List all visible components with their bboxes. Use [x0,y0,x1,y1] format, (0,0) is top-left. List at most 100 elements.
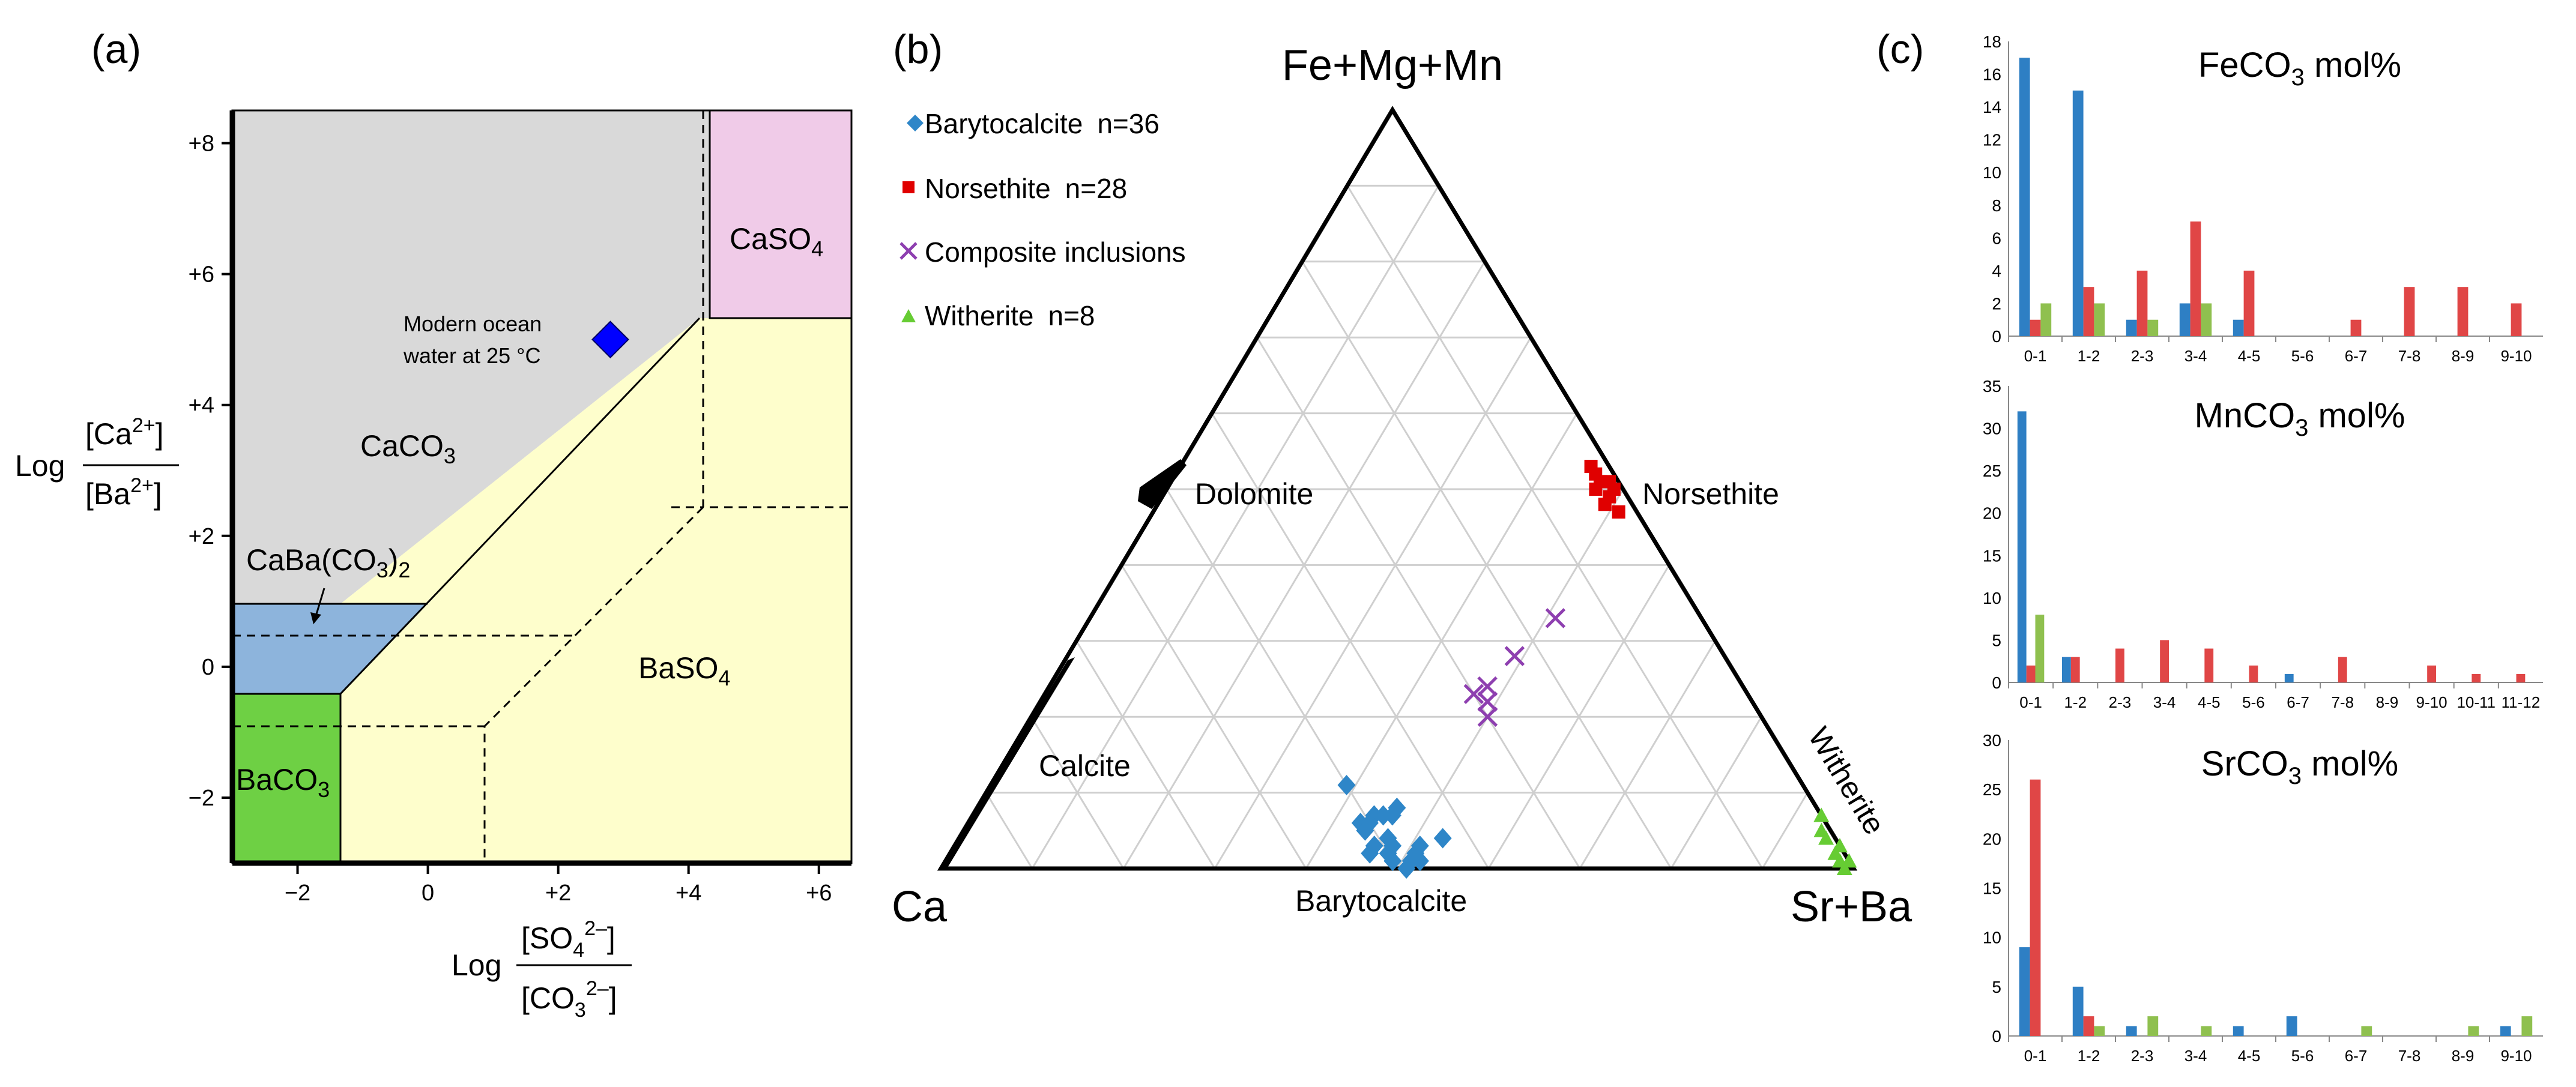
vertex-right-label: Sr+Ba [1791,883,1912,931]
barytocalcite-point [1379,828,1397,849]
ternary-gridline [1670,716,1762,869]
histogram-title: SrCO3 mol% [2201,744,2398,789]
legend-marker-composite [899,242,918,260]
barytocalcite-point [1361,843,1379,864]
y-tick-label: 4 [1992,262,2001,280]
histogram-bar [2083,287,2094,336]
legend-label-composite: Composite inclusions [925,236,1186,268]
x-tick-label: 5-6 [2242,693,2265,711]
norsethite-point [1612,505,1625,519]
y-tick-label: 18 [1983,32,2001,51]
x-tick-label: 3-4 [2184,347,2207,365]
ternary-gridline [1346,185,1764,869]
histogram-bar [2361,1026,2372,1036]
y-tick-label: +6 [189,262,214,288]
x-tick-label: +4 [676,881,701,906]
x-tick-label: 7-8 [2398,1047,2421,1065]
dolomite-field [1138,459,1187,509]
caco3-field [232,110,851,604]
panel-b-label: (b) [893,26,943,72]
histogram-bar [2094,303,2105,336]
histogram-bar [2035,615,2045,682]
y-tick-label: 0 [1992,673,2001,692]
y-tick-label: 16 [1983,65,2001,84]
ternary-gridline [1256,337,1581,869]
histogram-bar [2160,640,2169,682]
ternary-gridline [1396,489,1624,869]
vertex-left-label: Ca [892,883,948,931]
histogram-bar [2126,1026,2137,1036]
legend-label-norsethite: Norsethite n=28 [925,173,1127,204]
caba-field [232,604,428,694]
barytocalcite-point [1356,820,1374,841]
legend-marker-norsethite [903,181,915,193]
y-tick-label: 5 [1992,978,2001,996]
histogram-bar [2249,665,2258,682]
field-boundaries [232,110,851,863]
norsethite-point [1598,498,1612,511]
y-tick-label: −2 [189,786,214,811]
y-tick-label: +8 [189,131,214,157]
x-tick-label: 6-7 [2345,1047,2368,1065]
histogram-bar [2201,1026,2212,1036]
x-tick-label: 5-6 [2291,347,2314,365]
x-tick-label: 2-3 [2131,347,2154,365]
histogram-bar [2404,287,2415,336]
ternary-gridline [1030,716,1125,869]
y-tick-label: 25 [1983,780,2001,799]
ocean-label-line2: water at 25 °C [403,343,541,368]
y-tick-label: 35 [1983,377,2001,396]
ternary-gridline [1761,792,1809,869]
histogram-bar [2126,319,2137,336]
composite-inclusion-point [1545,608,1566,628]
histogram-bar [2427,665,2436,682]
x-tick-label: 9-10 [2500,1047,2532,1065]
ternary-points [1337,460,1857,879]
x-tick-label: 11-12 [2502,693,2541,711]
histogram-bar [2468,1026,2479,1036]
x-axis-numerator: [SO42–] [521,917,615,962]
x-axis-prefix: Log [452,948,501,982]
histogram-bar [2094,1026,2105,1036]
baso4-label: BaSO4 [638,651,730,690]
ternary-gridline [1166,489,1398,869]
x-tick-label: 4-5 [2238,347,2261,365]
witherite-point [1813,807,1830,822]
histogram-bar [2472,673,2481,682]
x-tick-label: 6-7 [2287,693,2309,711]
x-tick-label: 6-7 [2345,347,2368,365]
phase-diagram-panel: (a) −2 0 +2 +4 +6 −2 0 +2 +4 +6 +8 CaCO3 CaSO4 [15,26,853,1022]
histogram-bar [2030,779,2041,1036]
caso4-label: CaSO4 [730,222,823,261]
feco3-histogram: 0 2 4 6 8 10 12 14 16 18 0-1 1-2 2-3 3-4 4-5 5-6 6-7 7-8 8… [1983,32,2543,365]
x-tick-label: 3-4 [2153,693,2176,711]
calcite-field [941,657,1075,869]
y-tick-label: 8 [1992,196,2001,215]
y-tick-label: 15 [1983,546,2001,565]
histogram-title: FeCO3 mol% [2198,46,2401,91]
histogram-title: MnCO3 mol% [2195,396,2405,441]
y-tick-label: 15 [1983,879,2001,898]
mnco3-histogram: 0 5 10 15 20 25 30 35 0-1 1-2 2-3 3-4 4-5 5-6 6-7 7-8 8-… [1983,377,2543,711]
y-tick-label: 30 [1983,731,2001,750]
x-tick-label: 8-9 [2376,693,2399,711]
witherite-point [1818,830,1834,845]
histogram-bar [2521,1016,2533,1036]
panel-a-label: (a) [91,26,141,72]
legend-label-barytocalcite: Barytocalcite n=36 [925,108,1160,139]
y-tick-label: 20 [1983,830,2001,848]
ternary-gridline [1031,185,1440,869]
y-tick-label: 0 [1992,1027,2001,1046]
composite-inclusion-point [1477,691,1498,712]
x-tick-label: −2 [285,881,310,906]
composite-inclusion-point [1463,684,1484,705]
y-axis-denominator: [Ba2+] [85,474,162,511]
histogram-bar [2072,90,2084,337]
ternary-grid [985,184,1809,869]
composite-inclusion-point [1504,646,1525,666]
ternary-gridline [1075,640,1216,869]
barytocalcite-point [1388,797,1406,818]
calcite-label: Calcite [1039,749,1131,783]
y-tick-label: 20 [1983,504,2001,523]
ocean-label-line1: Modern ocean [404,312,542,336]
